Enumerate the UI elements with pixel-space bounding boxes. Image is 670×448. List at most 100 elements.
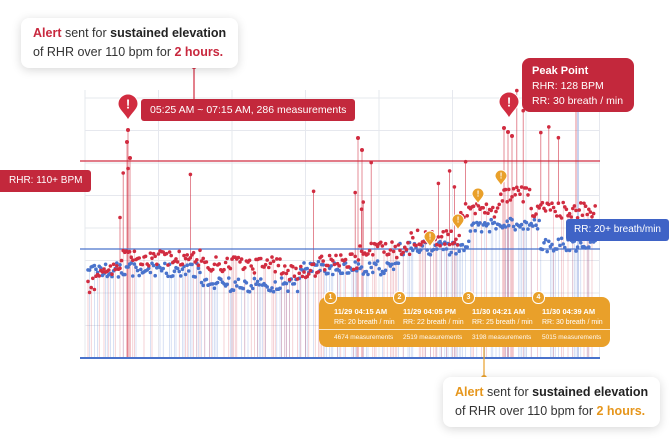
rhr-point (268, 261, 273, 266)
rhr-point (454, 237, 458, 242)
rr-point (329, 264, 334, 268)
rhr-point (383, 241, 388, 246)
rhr-point (247, 258, 252, 263)
rr-point (507, 223, 511, 228)
rr-point (190, 262, 194, 267)
rhr-point (236, 255, 241, 260)
rhr-point (128, 156, 132, 160)
rhr-point (347, 265, 351, 269)
rhr-point (513, 193, 517, 197)
rhr-point (444, 229, 449, 233)
rr-point (252, 276, 257, 281)
rr-point (187, 269, 191, 273)
alert-summary-panel: 1 11/29 04:15 AM RR: 20 breath / min 467… (319, 291, 610, 347)
rhr-point (166, 263, 170, 267)
rhr-point (515, 88, 519, 93)
rhr-point (494, 209, 498, 214)
rhr-point (267, 265, 271, 270)
rr-point (563, 245, 567, 250)
alert-bold-phrase: sustained elevation (532, 385, 649, 399)
rhr-point (183, 256, 188, 261)
rhr-point (295, 277, 300, 281)
rhr-point (169, 253, 173, 258)
summary-rr: RR: 20 breath / min (334, 319, 395, 326)
summary-num: 4 (532, 291, 545, 304)
rr-point (467, 239, 471, 244)
rr-point (254, 282, 258, 287)
rhr-point (529, 206, 533, 211)
rr-point (153, 273, 157, 278)
rhr-point (548, 208, 553, 212)
rhr-point (300, 274, 305, 279)
summary-col-2: 2 11/29 04:05 PM RR: 22 breath / min 251… (393, 291, 469, 347)
rhr-point (182, 253, 186, 258)
rhr-point (407, 252, 412, 257)
rhr-point (297, 271, 302, 276)
rr-point (94, 267, 98, 272)
rr-point (177, 269, 181, 274)
rr-point (265, 285, 270, 289)
rr-point (255, 279, 260, 284)
rhr-point (588, 210, 593, 214)
rr-point (235, 284, 239, 288)
rhr-point (395, 255, 399, 260)
rr-point (468, 229, 473, 233)
rhr-point (126, 166, 130, 171)
red-alert-pin: ! (117, 93, 139, 122)
rr-point (356, 262, 361, 266)
rhr-point (388, 248, 393, 252)
rr-point (171, 274, 175, 278)
rhr-point (435, 242, 439, 247)
rhr-point (471, 204, 476, 208)
rhr-point (188, 255, 193, 260)
rhr-point (473, 211, 478, 216)
rhr-point (175, 260, 180, 264)
rr-point (489, 217, 494, 222)
rhr-point (483, 210, 487, 215)
rr-point (511, 224, 516, 229)
rhr-point (486, 211, 490, 215)
rhr-point (308, 268, 313, 273)
rr-point (377, 267, 382, 271)
rr-point (196, 266, 201, 271)
rhr-point (214, 255, 218, 259)
rhr-point (174, 257, 178, 261)
rr-point (510, 217, 514, 222)
rhr-point (351, 267, 356, 272)
rhr-point (527, 187, 532, 192)
rr-point (425, 248, 430, 252)
rr-point (236, 277, 241, 282)
orange-alert-pin: ! (451, 213, 465, 231)
rhr-point (332, 262, 337, 267)
rhr-point (273, 269, 278, 274)
peak-rr: RR: 30 breath / min (532, 95, 624, 107)
rr-point (355, 268, 359, 273)
rhr-point (369, 160, 374, 165)
rhr-point (553, 209, 557, 214)
rr-point (431, 247, 436, 252)
exclamation-icon: ! (507, 95, 511, 110)
rr-point (550, 242, 554, 247)
rhr-point (87, 290, 92, 295)
rr-point (494, 227, 498, 231)
exclamation-icon: ! (500, 172, 503, 181)
rr-point (435, 247, 439, 251)
peak-title: Peak Point (532, 65, 589, 77)
rhr-point (225, 256, 229, 261)
rhr-point (401, 250, 406, 255)
rr-point (558, 243, 562, 248)
exclamation-icon: ! (477, 190, 480, 199)
rr-point (183, 272, 188, 277)
rhr-point (337, 264, 342, 268)
rhr-point (484, 202, 489, 206)
rhr-point (500, 199, 505, 203)
rhr-point (356, 258, 361, 262)
rhr-point (102, 267, 106, 271)
alert-pin-icon (498, 91, 520, 120)
rhr-point (369, 241, 374, 246)
alert-pin-icon (117, 93, 139, 122)
rhr-point (291, 264, 295, 269)
rr-point (460, 242, 465, 247)
rhr-point (86, 279, 90, 284)
rr-point (137, 273, 141, 278)
